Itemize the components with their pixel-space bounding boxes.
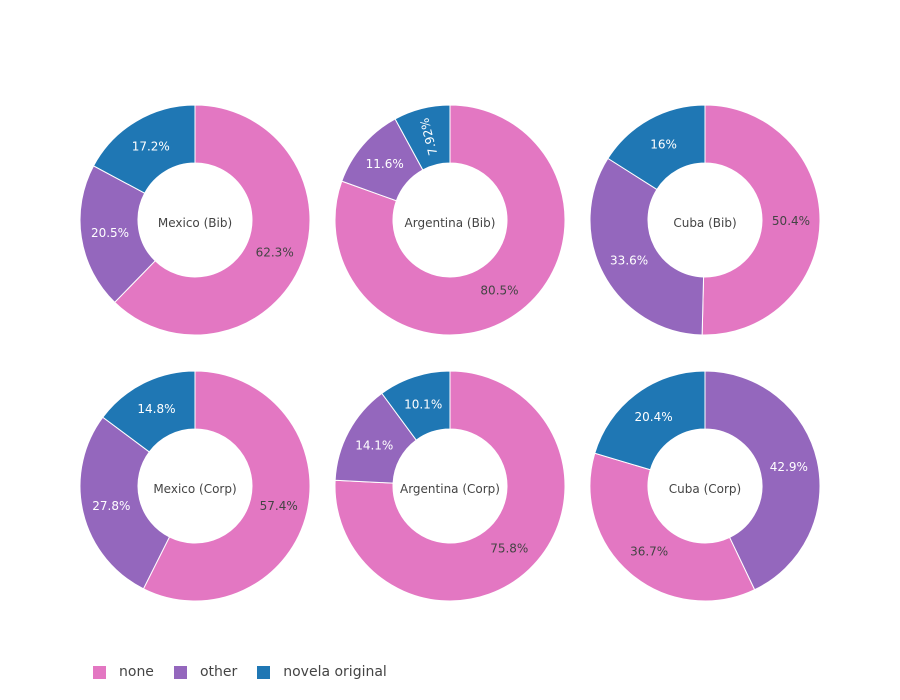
slice-label-cuba-bib-other: 33.6% [610, 253, 648, 267]
center-label-argentina-bib: Argentina (Bib) [405, 216, 496, 230]
slice-label-cuba-corp-none: 36.7% [630, 544, 668, 558]
slice-mexico-corp-novela-original[interactable] [102, 370, 196, 453]
center-label-mexico-corp: Mexico (Corp) [153, 482, 236, 496]
slice-label-argentina-corp-novela-original: 10.1% [404, 397, 442, 411]
slice-mexico-corp-none[interactable] [142, 370, 311, 602]
legend-swatch-none [93, 665, 106, 679]
slice-label-cuba-corp-other: 42.9% [770, 460, 808, 474]
slice-label-mexico-bib-novela-original: 17.2% [132, 139, 170, 153]
slice-cuba-bib-novela-original[interactable] [607, 104, 706, 191]
slice-label-mexico-bib-none: 62.3% [256, 245, 294, 259]
slice-label-mexico-corp-none: 57.4% [260, 499, 298, 513]
slice-label-cuba-bib-none: 50.4% [772, 214, 810, 228]
slice-argentina-corp-novela-original[interactable] [381, 370, 451, 441]
donut-argentina-bib: 80.5%11.6%7.92%Argentina (Bib) [334, 104, 566, 336]
donut-cuba-corp: 42.9% 36.7% 20.4% Cuba (Corp) [589, 370, 821, 602]
center-label-cuba-bib: Cuba (Bib) [673, 216, 736, 230]
legend-item-novela-original[interactable]: novela original [257, 664, 387, 680]
slice-label-mexico-corp-other: 27.8% [92, 499, 130, 513]
slice-cuba-corp-novela-original[interactable] [594, 370, 706, 471]
donut-mexico-corp: 57.4% 27.8% 14.8% Mexico (Corp) [79, 370, 311, 602]
slice-mexico-bib-other[interactable] [79, 165, 156, 304]
slice-label-argentina-corp-other: 14.1% [355, 438, 393, 452]
slice-label-argentina-corp-none: 75.8% [490, 541, 528, 555]
slice-label-cuba-corp-novela-original: 20.4% [635, 410, 673, 424]
slice-argentina-bib-none[interactable] [334, 104, 566, 336]
center-label-cuba-corp: Cuba (Corp) [669, 482, 741, 496]
slice-label-mexico-corp-novela-original: 14.8% [137, 402, 175, 416]
center-label-argentina-corp: Argentina (Corp) [400, 482, 500, 496]
slice-mexico-bib-novela-original[interactable] [92, 104, 196, 194]
slice-argentina-bib-novela-original[interactable] [394, 104, 451, 171]
slice-label-cuba-bib-novela-original: 16% [650, 138, 677, 152]
slice-cuba-corp-none[interactable] [589, 452, 756, 602]
legend-item-other[interactable]: other [173, 664, 238, 680]
legend-label-other: other [199, 664, 238, 680]
slice-cuba-corp-other[interactable] [704, 370, 821, 591]
slice-cuba-bib-none[interactable] [701, 104, 821, 336]
donut-cuba-bib: 50.4% 33.6% 16% Cuba (Bib) [589, 104, 821, 336]
slice-mexico-corp-other[interactable] [79, 416, 171, 590]
donut-mexico-bib: 62.3% 20.5% 17.2% Mexico (Bib) [79, 104, 311, 336]
slice-label-argentina-bib-none: 80.5% [480, 283, 518, 297]
slice-argentina-corp-none[interactable] [334, 370, 566, 602]
center-label-mexico-bib: Mexico (Bib) [158, 216, 232, 230]
slice-mexico-bib-none[interactable] [114, 104, 311, 336]
legend: none other novela original [93, 663, 387, 681]
slice-cuba-bib-other[interactable] [589, 157, 705, 336]
legend-item-none[interactable]: none [93, 664, 154, 680]
slice-label-argentina-bib-other: 11.6% [366, 157, 404, 171]
legend-label-none: none [119, 664, 154, 680]
donut-argentina-corp: 75.8% 14.1% 10.1% Argentina (Corp) [334, 370, 566, 602]
legend-swatch-other [173, 665, 187, 679]
legend-label-novela-original: novela original [283, 664, 387, 680]
legend-swatch-novela-original [257, 665, 271, 679]
slice-label-mexico-bib-other: 20.5% [91, 226, 129, 240]
